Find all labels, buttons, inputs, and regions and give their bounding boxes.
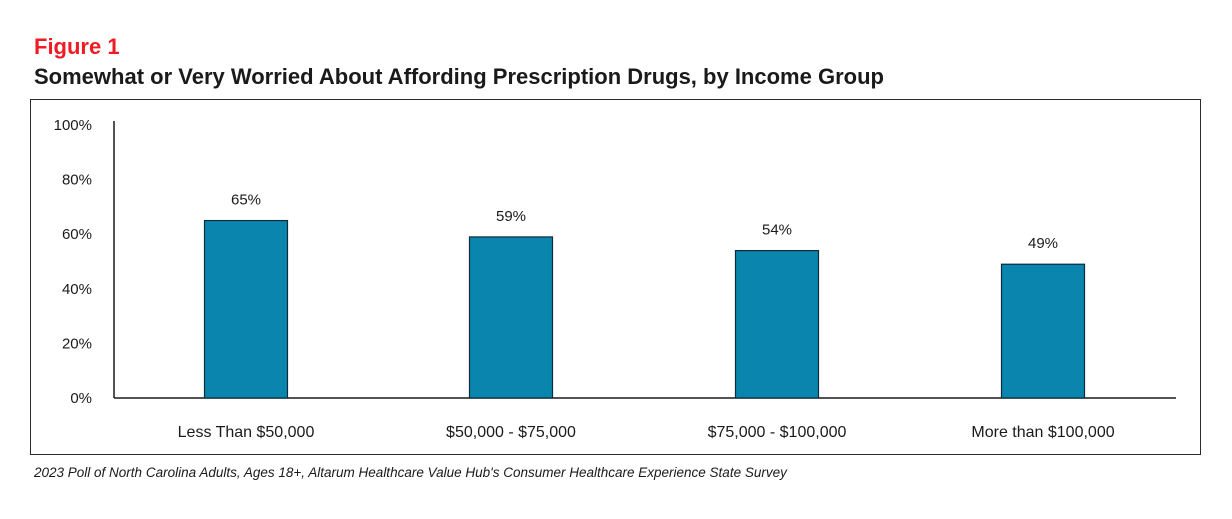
data-label: 59% <box>496 208 526 225</box>
data-labels: 65% 59% 54% 49% <box>231 192 1058 253</box>
bar <box>203 219 289 399</box>
category-label: $50,000 - $75,000 <box>446 424 576 441</box>
chart-frame <box>30 99 1201 455</box>
category-label: More than $100,000 <box>971 424 1114 441</box>
category-labels: Less Than $50,000 $50,000 - $75,000 $75,00… <box>178 424 1115 441</box>
y-tick-label: 20% <box>62 335 92 352</box>
bar <box>734 249 820 399</box>
category-label: $75,000 - $100,000 <box>708 424 847 441</box>
bar <box>1000 263 1086 399</box>
data-label: 54% <box>762 222 792 239</box>
source-caption: 2023 Poll of North Carolina Adults, Ages… <box>34 465 787 480</box>
y-axis: 0% 20% 40% 60% 80% 100% <box>54 117 115 407</box>
category-label: Less Than $50,000 <box>178 424 315 441</box>
y-tick-label: 40% <box>62 281 92 298</box>
data-label: 65% <box>231 192 261 209</box>
y-tick-label: 100% <box>54 117 92 134</box>
y-tick-label: 60% <box>62 226 92 243</box>
y-tick-label: 80% <box>62 172 92 189</box>
bar <box>468 236 554 399</box>
data-label: 49% <box>1028 235 1058 252</box>
bars <box>203 219 1086 399</box>
chart-title: Somewhat or Very Worried About Affording… <box>34 64 884 89</box>
figure-label: Figure 1 <box>34 34 120 59</box>
y-tick-label: 0% <box>70 390 92 407</box>
